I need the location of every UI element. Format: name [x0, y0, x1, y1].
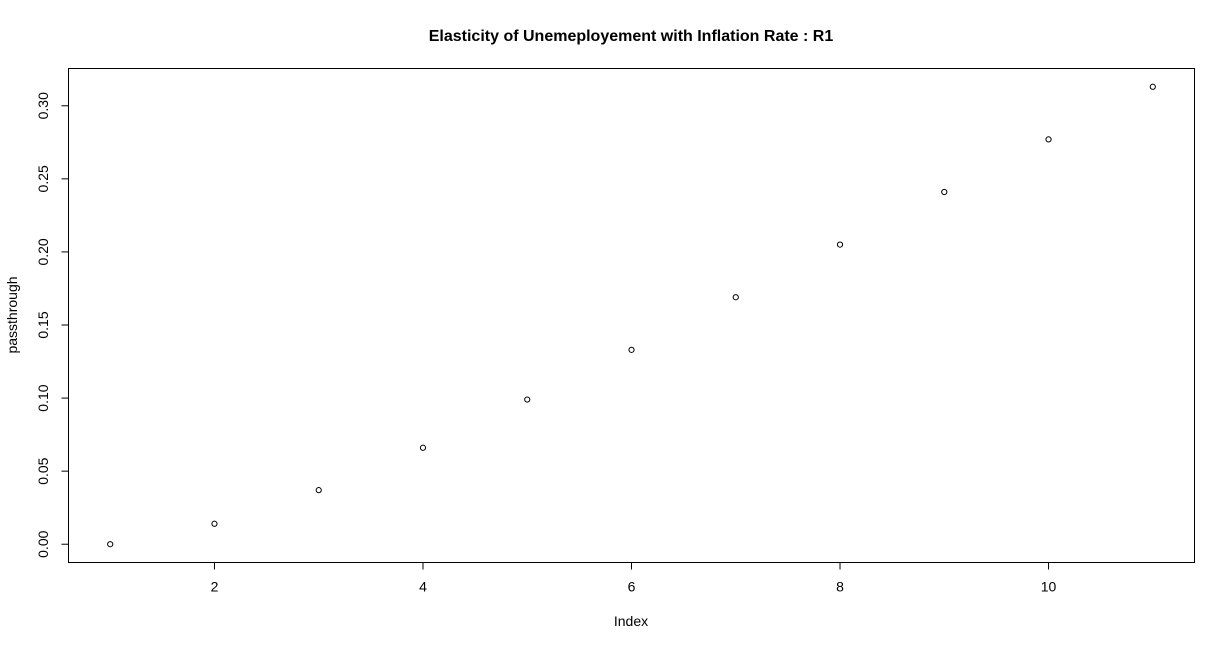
data-point	[1149, 83, 1156, 90]
x-axis-label: Index	[614, 613, 648, 629]
data-point	[1045, 136, 1052, 143]
data-point	[315, 487, 322, 494]
data-point	[628, 346, 635, 353]
data-point	[836, 241, 844, 248]
y-axis-label: passthrough	[4, 276, 20, 353]
plot-frame	[68, 68, 1195, 563]
x-tick-label: 6	[628, 579, 636, 595]
y-axis: 0.00 0.05 0.10 0.15 0.20 0.25 0.30	[35, 92, 69, 558]
y-tick-label: 0.25	[35, 165, 51, 192]
y-tick-label: 0.05	[35, 457, 51, 484]
y-tick-label: 0.20	[35, 238, 51, 265]
x-axis: 2 4 6 8 10	[211, 562, 1057, 595]
data-points	[107, 83, 1156, 548]
y-tick-label: 0.10	[35, 384, 51, 411]
data-point	[732, 294, 739, 301]
y-tick-label: 0.00	[35, 530, 51, 557]
chart-title: Elasticity of Unemeployement with Inflat…	[429, 28, 834, 45]
y-tick-label: 0.15	[35, 311, 51, 338]
data-point	[211, 520, 218, 527]
x-tick-label: 8	[836, 579, 844, 595]
x-tick-label: 2	[211, 579, 219, 595]
x-tick-label: 4	[419, 579, 427, 595]
x-tick-label: 10	[1041, 579, 1057, 595]
data-point	[524, 396, 531, 403]
data-point	[941, 188, 948, 196]
data-point	[107, 541, 114, 548]
y-tick-label: 0.30	[35, 92, 51, 119]
data-point	[419, 444, 427, 451]
